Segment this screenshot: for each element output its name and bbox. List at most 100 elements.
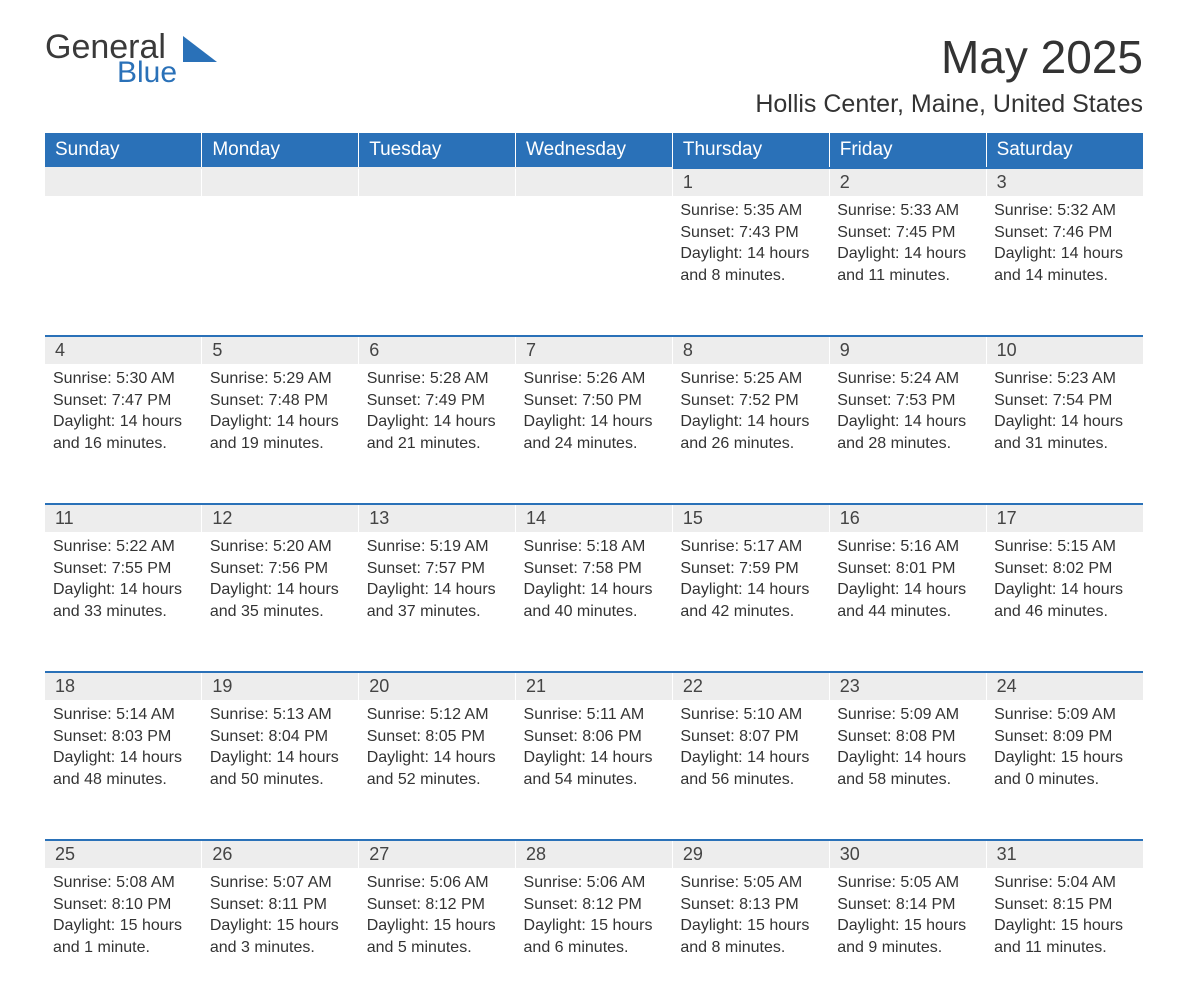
- day-number-cell: 19: [202, 672, 359, 700]
- daynum-row: 11121314151617: [45, 504, 1143, 532]
- sunrise-line: Sunrise: 5:05 AM: [837, 872, 978, 894]
- day-header: Friday: [829, 133, 986, 168]
- sunrise-line: Sunrise: 5:09 AM: [837, 704, 978, 726]
- daylight-line: Daylight: 14 hours and 44 minutes.: [837, 579, 978, 622]
- day-cell-body: Sunrise: 5:29 AMSunset: 7:48 PMDaylight:…: [210, 364, 351, 454]
- sunset-line: Sunset: 8:05 PM: [367, 726, 508, 748]
- day-header: Monday: [202, 133, 359, 168]
- day-cell: Sunrise: 5:18 AMSunset: 7:58 PMDaylight:…: [516, 532, 673, 672]
- daylight-line: Daylight: 14 hours and 56 minutes.: [680, 747, 821, 790]
- day-cell: Sunrise: 5:19 AMSunset: 7:57 PMDaylight:…: [359, 532, 516, 672]
- day-cell: Sunrise: 5:08 AMSunset: 8:10 PMDaylight:…: [45, 868, 202, 1008]
- sunset-line: Sunset: 8:06 PM: [524, 726, 665, 748]
- sunrise-line: Sunrise: 5:33 AM: [837, 200, 978, 222]
- sunset-line: Sunset: 8:15 PM: [994, 894, 1135, 916]
- sunset-line: Sunset: 7:48 PM: [210, 390, 351, 412]
- day-cell: Sunrise: 5:22 AMSunset: 7:55 PMDaylight:…: [45, 532, 202, 672]
- daylight-line: Daylight: 14 hours and 26 minutes.: [680, 411, 821, 454]
- day-cell: Sunrise: 5:12 AMSunset: 8:05 PMDaylight:…: [359, 700, 516, 840]
- day-cell-body: Sunrise: 5:07 AMSunset: 8:11 PMDaylight:…: [210, 868, 351, 958]
- day-number-cell: 21: [516, 672, 673, 700]
- day-number-cell: 8: [672, 336, 829, 364]
- sunset-line: Sunset: 8:12 PM: [367, 894, 508, 916]
- day-number-cell: 17: [986, 504, 1143, 532]
- day-header: Thursday: [672, 133, 829, 168]
- sunrise-line: Sunrise: 5:19 AM: [367, 536, 508, 558]
- day-cell-body: Sunrise: 5:06 AMSunset: 8:12 PMDaylight:…: [524, 868, 665, 958]
- sunrise-line: Sunrise: 5:04 AM: [994, 872, 1135, 894]
- sunset-line: Sunset: 8:07 PM: [680, 726, 821, 748]
- sunrise-line: Sunrise: 5:08 AM: [53, 872, 194, 894]
- day-number-cell: 30: [829, 840, 986, 868]
- sunrise-line: Sunrise: 5:26 AM: [524, 368, 665, 390]
- sunset-line: Sunset: 8:03 PM: [53, 726, 194, 748]
- daylight-line: Daylight: 14 hours and 42 minutes.: [680, 579, 821, 622]
- sunrise-line: Sunrise: 5:20 AM: [210, 536, 351, 558]
- day-cell-body: Sunrise: 5:11 AMSunset: 8:06 PMDaylight:…: [524, 700, 665, 790]
- day-number-cell: 25: [45, 840, 202, 868]
- sunset-line: Sunset: 8:14 PM: [837, 894, 978, 916]
- sunrise-line: Sunrise: 5:06 AM: [367, 872, 508, 894]
- day-cell: Sunrise: 5:32 AMSunset: 7:46 PMDaylight:…: [986, 196, 1143, 336]
- day-cell-body: Sunrise: 5:18 AMSunset: 7:58 PMDaylight:…: [524, 532, 665, 622]
- page-header: General Blue May 2025 Hollis Center, Mai…: [45, 30, 1143, 129]
- daylight-line: Daylight: 14 hours and 31 minutes.: [994, 411, 1135, 454]
- day-cell-body: Sunrise: 5:24 AMSunset: 7:53 PMDaylight:…: [837, 364, 978, 454]
- day-cell-body: Sunrise: 5:05 AMSunset: 8:14 PMDaylight:…: [837, 868, 978, 958]
- sunrise-line: Sunrise: 5:32 AM: [994, 200, 1135, 222]
- sunset-line: Sunset: 7:50 PM: [524, 390, 665, 412]
- daynum-row: 45678910: [45, 336, 1143, 364]
- sunset-line: Sunset: 7:58 PM: [524, 558, 665, 580]
- sunset-line: Sunset: 8:09 PM: [994, 726, 1135, 748]
- daynum-row: 25262728293031: [45, 840, 1143, 868]
- day-number-cell: 3: [986, 168, 1143, 196]
- location: Hollis Center, Maine, United States: [755, 90, 1143, 119]
- sunrise-line: Sunrise: 5:29 AM: [210, 368, 351, 390]
- sunset-line: Sunset: 7:59 PM: [680, 558, 821, 580]
- sunset-line: Sunset: 7:56 PM: [210, 558, 351, 580]
- day-cell: Sunrise: 5:26 AMSunset: 7:50 PMDaylight:…: [516, 364, 673, 504]
- day-number-cell: 1: [672, 168, 829, 196]
- day-cell: Sunrise: 5:23 AMSunset: 7:54 PMDaylight:…: [986, 364, 1143, 504]
- daynum-row: 18192021222324: [45, 672, 1143, 700]
- day-number-cell: 26: [202, 840, 359, 868]
- sunset-line: Sunset: 7:52 PM: [680, 390, 821, 412]
- day-cell-body: Sunrise: 5:06 AMSunset: 8:12 PMDaylight:…: [367, 868, 508, 958]
- day-number-cell: 22: [672, 672, 829, 700]
- sunrise-line: Sunrise: 5:05 AM: [680, 872, 821, 894]
- logo-triangle-icon: [183, 36, 217, 62]
- sunrise-line: Sunrise: 5:16 AM: [837, 536, 978, 558]
- day-cell: Sunrise: 5:30 AMSunset: 7:47 PMDaylight:…: [45, 364, 202, 504]
- day-cell: Sunrise: 5:09 AMSunset: 8:09 PMDaylight:…: [986, 700, 1143, 840]
- sunset-line: Sunset: 8:13 PM: [680, 894, 821, 916]
- week-row: Sunrise: 5:08 AMSunset: 8:10 PMDaylight:…: [45, 868, 1143, 1008]
- empty-body-cell: [359, 196, 516, 336]
- day-cell: Sunrise: 5:09 AMSunset: 8:08 PMDaylight:…: [829, 700, 986, 840]
- day-cell-body: Sunrise: 5:35 AMSunset: 7:43 PMDaylight:…: [680, 196, 821, 286]
- day-cell: Sunrise: 5:35 AMSunset: 7:43 PMDaylight:…: [672, 196, 829, 336]
- day-number-cell: 7: [516, 336, 673, 364]
- day-number-cell: 28: [516, 840, 673, 868]
- sunset-line: Sunset: 7:57 PM: [367, 558, 508, 580]
- sunset-line: Sunset: 7:45 PM: [837, 222, 978, 244]
- day-cell: Sunrise: 5:28 AMSunset: 7:49 PMDaylight:…: [359, 364, 516, 504]
- day-cell: Sunrise: 5:29 AMSunset: 7:48 PMDaylight:…: [202, 364, 359, 504]
- day-cell: Sunrise: 5:10 AMSunset: 8:07 PMDaylight:…: [672, 700, 829, 840]
- daylight-line: Daylight: 14 hours and 11 minutes.: [837, 243, 978, 286]
- day-cell: Sunrise: 5:05 AMSunset: 8:13 PMDaylight:…: [672, 868, 829, 1008]
- day-header: Tuesday: [359, 133, 516, 168]
- sunrise-line: Sunrise: 5:30 AM: [53, 368, 194, 390]
- daylight-line: Daylight: 15 hours and 3 minutes.: [210, 915, 351, 958]
- day-cell: Sunrise: 5:14 AMSunset: 8:03 PMDaylight:…: [45, 700, 202, 840]
- day-cell-body: Sunrise: 5:09 AMSunset: 8:09 PMDaylight:…: [994, 700, 1135, 790]
- empty-cell: [359, 168, 516, 196]
- week-row: Sunrise: 5:14 AMSunset: 8:03 PMDaylight:…: [45, 700, 1143, 840]
- daylight-line: Daylight: 14 hours and 37 minutes.: [367, 579, 508, 622]
- sunset-line: Sunset: 8:11 PM: [210, 894, 351, 916]
- daylight-line: Daylight: 14 hours and 19 minutes.: [210, 411, 351, 454]
- sunset-line: Sunset: 8:08 PM: [837, 726, 978, 748]
- daylight-line: Daylight: 15 hours and 1 minute.: [53, 915, 194, 958]
- daylight-line: Daylight: 14 hours and 8 minutes.: [680, 243, 821, 286]
- empty-cell: [516, 168, 673, 196]
- day-number-cell: 5: [202, 336, 359, 364]
